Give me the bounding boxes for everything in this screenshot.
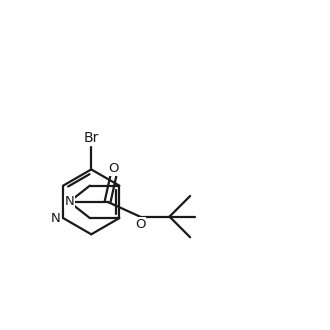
Text: O: O bbox=[108, 162, 119, 175]
Text: O: O bbox=[135, 218, 145, 231]
Text: N: N bbox=[51, 212, 61, 225]
Text: Br: Br bbox=[83, 131, 99, 146]
Text: N: N bbox=[64, 195, 74, 208]
